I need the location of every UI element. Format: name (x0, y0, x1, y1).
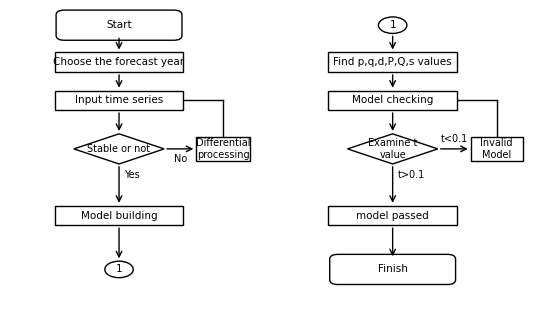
FancyBboxPatch shape (196, 137, 250, 161)
Text: Start: Start (106, 20, 132, 30)
FancyBboxPatch shape (56, 10, 182, 40)
Text: Differential
processing: Differential processing (196, 138, 250, 160)
FancyBboxPatch shape (55, 206, 183, 225)
Text: Find p,q,d,P,Q,s values: Find p,q,d,P,Q,s values (333, 57, 452, 67)
Text: Model building: Model building (81, 211, 157, 220)
Text: model passed: model passed (356, 211, 429, 220)
Polygon shape (74, 134, 164, 164)
FancyBboxPatch shape (471, 137, 522, 161)
Text: Model checking: Model checking (352, 95, 433, 105)
FancyBboxPatch shape (328, 52, 457, 72)
FancyBboxPatch shape (328, 206, 457, 225)
Text: t>0.1: t>0.1 (398, 170, 425, 180)
FancyBboxPatch shape (55, 91, 183, 110)
Text: Invalid
Model: Invalid Model (480, 138, 513, 160)
FancyBboxPatch shape (328, 91, 457, 110)
Text: 1: 1 (389, 20, 396, 30)
Text: 1: 1 (116, 264, 122, 275)
Circle shape (378, 17, 407, 33)
FancyBboxPatch shape (329, 254, 455, 284)
Text: Finish: Finish (378, 264, 408, 275)
Text: Yes: Yes (124, 170, 140, 180)
Text: t<0.1: t<0.1 (441, 134, 468, 144)
FancyBboxPatch shape (55, 52, 183, 72)
Text: Stable or not: Stable or not (87, 144, 151, 154)
Polygon shape (348, 134, 438, 164)
Text: No: No (174, 154, 187, 164)
Text: Choose the forecast year: Choose the forecast year (53, 57, 185, 67)
Text: Examine t
value: Examine t value (368, 138, 417, 160)
Circle shape (105, 261, 133, 278)
Text: Input time series: Input time series (75, 95, 163, 105)
